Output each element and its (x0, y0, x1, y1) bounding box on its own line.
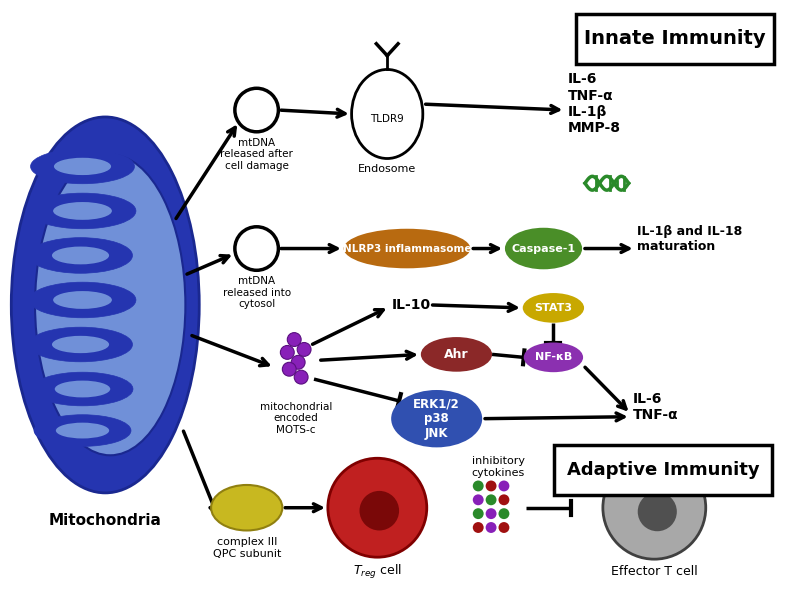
Text: IL-10: IL-10 (392, 298, 432, 312)
Text: mtDNA
released after
cell damage: mtDNA released after cell damage (220, 137, 293, 171)
Ellipse shape (421, 337, 492, 372)
Circle shape (638, 492, 677, 531)
Circle shape (328, 458, 427, 557)
Circle shape (473, 494, 484, 505)
Ellipse shape (52, 336, 109, 353)
Circle shape (297, 343, 311, 356)
Circle shape (473, 522, 484, 533)
Text: IL-6
TNF-α: IL-6 TNF-α (633, 392, 679, 422)
Circle shape (486, 508, 496, 519)
Circle shape (282, 362, 296, 376)
FancyBboxPatch shape (555, 446, 772, 495)
Ellipse shape (35, 155, 185, 455)
Circle shape (486, 522, 496, 533)
Text: NLRP3 inflammasome: NLRP3 inflammasome (342, 243, 471, 253)
Text: mitochondrial
encoded
MOTS-c: mitochondrial encoded MOTS-c (260, 402, 332, 435)
Ellipse shape (56, 422, 109, 439)
Circle shape (486, 494, 496, 505)
Circle shape (473, 508, 484, 519)
Ellipse shape (54, 381, 110, 397)
Circle shape (499, 481, 510, 491)
Ellipse shape (523, 293, 584, 322)
Circle shape (499, 508, 510, 519)
Text: mtDNA
released into
cytosol: mtDNA released into cytosol (222, 276, 290, 309)
Text: Ahr: Ahr (444, 348, 469, 361)
Text: Mitochondria: Mitochondria (49, 513, 162, 528)
Circle shape (287, 333, 301, 346)
Text: Adaptive Immunity: Adaptive Immunity (567, 461, 760, 479)
Text: Endosome: Endosome (358, 164, 417, 174)
Ellipse shape (32, 372, 133, 406)
Text: ERK1/2
p38
JNK: ERK1/2 p38 JNK (413, 397, 460, 440)
Text: Effector T cell: Effector T cell (611, 565, 697, 578)
Circle shape (291, 355, 305, 369)
Ellipse shape (352, 70, 423, 158)
Circle shape (294, 370, 308, 384)
Ellipse shape (34, 415, 131, 446)
Ellipse shape (53, 291, 112, 309)
Ellipse shape (211, 485, 282, 531)
Circle shape (473, 481, 484, 491)
Ellipse shape (344, 228, 470, 268)
Circle shape (280, 346, 294, 359)
Ellipse shape (505, 228, 582, 270)
Text: $T_{reg}$ cell: $T_{reg}$ cell (353, 563, 402, 581)
Circle shape (486, 481, 496, 491)
Ellipse shape (28, 327, 133, 362)
Text: TLDR9: TLDR9 (370, 114, 404, 124)
Circle shape (235, 227, 279, 270)
Text: NF-κB: NF-κB (535, 352, 572, 362)
Text: STAT3: STAT3 (534, 303, 572, 313)
Ellipse shape (28, 237, 133, 273)
Circle shape (499, 494, 510, 505)
Text: complex III
QPC subunit: complex III QPC subunit (212, 537, 281, 559)
Ellipse shape (54, 158, 111, 175)
Circle shape (360, 491, 399, 531)
Text: IL-6
TNF-α
IL-1β
MMP-8: IL-6 TNF-α IL-1β MMP-8 (568, 73, 621, 135)
Ellipse shape (29, 282, 136, 318)
Circle shape (603, 456, 705, 559)
Text: Caspase-1: Caspase-1 (511, 243, 576, 253)
Ellipse shape (524, 343, 583, 372)
Text: inhibitory
cytokines: inhibitory cytokines (471, 456, 525, 478)
Text: Innate Immunity: Innate Immunity (585, 29, 766, 48)
FancyBboxPatch shape (576, 14, 774, 64)
Ellipse shape (391, 390, 482, 447)
Text: IL-1β and IL-18
maturation: IL-1β and IL-18 maturation (638, 225, 742, 253)
Ellipse shape (52, 246, 109, 264)
Ellipse shape (29, 193, 136, 228)
Ellipse shape (11, 117, 200, 493)
Ellipse shape (31, 149, 134, 184)
Ellipse shape (53, 202, 112, 220)
Circle shape (499, 522, 510, 533)
Circle shape (235, 88, 279, 132)
